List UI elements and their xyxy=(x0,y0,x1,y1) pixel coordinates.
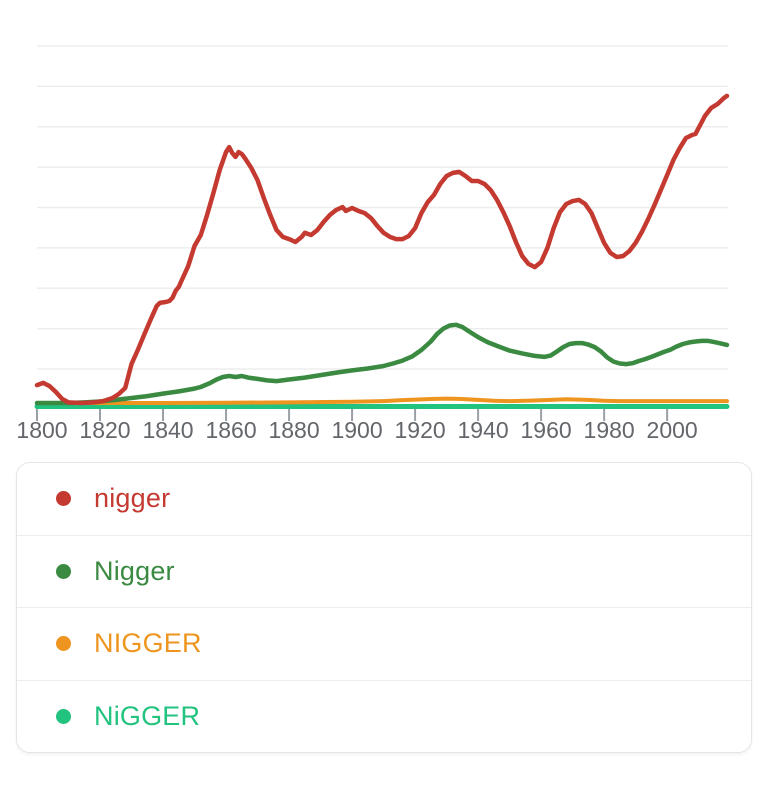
legend-item-label: NiGGER xyxy=(94,700,201,731)
legend-item-label: NIGGER xyxy=(94,628,202,659)
legend-item-label: Nigger xyxy=(94,555,175,586)
legend-item[interactable]: Nigger xyxy=(17,534,751,607)
x-axis-label: 1900 xyxy=(331,417,382,443)
series-line-2[interactable] xyxy=(35,396,729,405)
legend-item[interactable]: nigger xyxy=(17,463,751,535)
x-axis-label: 1840 xyxy=(142,417,193,443)
x-axis-label: 2000 xyxy=(647,417,698,443)
x-axis: 1800 1820 1840 1860 1880 1900 1920 1940 1960 1980… xyxy=(16,408,698,443)
series-color-dot-icon xyxy=(56,491,71,507)
series-lines xyxy=(34,93,730,409)
series-color-dot-icon xyxy=(56,708,71,724)
legend-item-label: nigger xyxy=(94,483,171,514)
x-axis-label: 1880 xyxy=(268,417,319,443)
x-axis-label: 1940 xyxy=(458,417,509,443)
series-color-dot-icon xyxy=(56,563,71,579)
frequency-chart: 1800 1820 1840 1860 1880 1900 1920 1940 1960 1980… xyxy=(16,45,730,443)
x-axis-label: 1920 xyxy=(394,417,445,443)
series-line-0[interactable] xyxy=(34,93,730,406)
x-axis-label: 1820 xyxy=(79,417,130,443)
legend-card: nigger Nigger NIGGER NiGGER xyxy=(16,462,752,753)
legend-item[interactable]: NiGGER xyxy=(17,679,751,752)
gridlines xyxy=(37,45,728,370)
legend-item[interactable]: NIGGER xyxy=(17,607,751,680)
x-axis-label: 1860 xyxy=(205,417,256,443)
x-axis-label: 1800 xyxy=(16,417,67,443)
series-line-1[interactable] xyxy=(34,322,730,406)
x-axis-label: 1960 xyxy=(521,417,572,443)
series-color-dot-icon xyxy=(56,636,71,652)
x-axis-label: 1980 xyxy=(584,417,635,443)
